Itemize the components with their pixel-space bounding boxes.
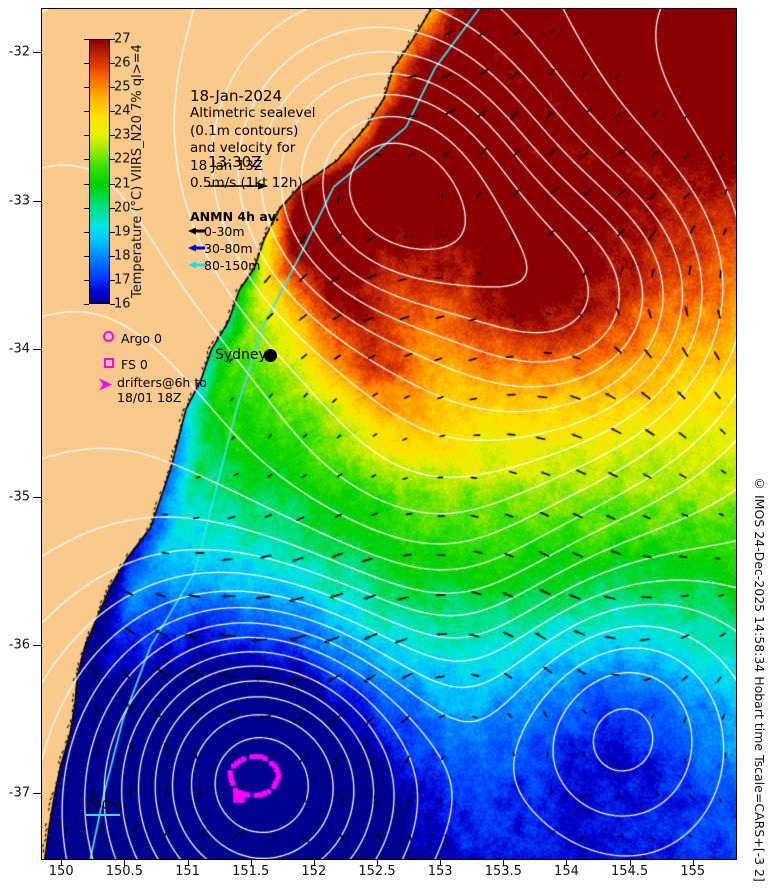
argo-legend-label: Argo 0 bbox=[121, 331, 162, 346]
colorbar-tick-label-23: 23 bbox=[114, 127, 131, 143]
colorbar-tick-27 bbox=[110, 39, 115, 40]
colorbar-tick-left-27 bbox=[84, 39, 89, 40]
y-axis-labels: -32 -33 -34 -35 -36 -37 bbox=[0, 0, 38, 890]
y-axis-tick-1 bbox=[33, 200, 41, 202]
colorbar-tick-left-25 bbox=[84, 87, 89, 89]
annotation-time: 13:30Z bbox=[208, 153, 262, 171]
x-axis-tick-label-1: 150.5 bbox=[105, 864, 143, 879]
isobath-legend-line bbox=[86, 814, 120, 816]
colorbar-tick-24 bbox=[110, 111, 115, 113]
colorbar-tick-left-19 bbox=[84, 231, 89, 233]
x-axis-tick-label-5: 152.5 bbox=[358, 864, 396, 879]
y-axis-tick-label-3: -35 bbox=[8, 489, 30, 505]
colorbar-tick-23 bbox=[110, 135, 115, 137]
colorbar-tick-label-26: 26 bbox=[114, 55, 131, 71]
x-axis-tick-5 bbox=[377, 860, 378, 866]
colorbar-tick-label-25: 25 bbox=[114, 79, 131, 95]
colorbar-tick-label-18: 18 bbox=[114, 248, 131, 264]
x-axis-tick-label-6: 153 bbox=[427, 864, 453, 879]
y-axis-tick-3 bbox=[33, 496, 41, 498]
anmn-arrow-icon-1 bbox=[188, 244, 205, 252]
y-axis-tick-2 bbox=[33, 348, 41, 350]
city-label-sydney: Sydney bbox=[215, 347, 267, 363]
y-axis-tick-label-4: -36 bbox=[8, 637, 30, 653]
colorbar-tick-label-27: 27 bbox=[114, 31, 131, 47]
x-axis-tick-label-2: 151 bbox=[175, 864, 200, 879]
colorbar-tick-left-16 bbox=[84, 304, 89, 305]
colorbar-tick-25 bbox=[110, 87, 115, 89]
colorbar-tick-19 bbox=[110, 231, 115, 233]
y-axis-tick-label-2: -34 bbox=[8, 341, 30, 357]
colorbar-tick-17 bbox=[110, 279, 115, 281]
anmn-arrow-icon-0 bbox=[188, 227, 205, 235]
colorbar-tick-label-17: 17 bbox=[114, 272, 131, 288]
anmn-legend-label-0: 0-30m bbox=[204, 224, 245, 239]
x-axis-tick-label-7: 153.5 bbox=[484, 864, 522, 879]
anmn-legend-label-1: 30-80m bbox=[204, 241, 253, 256]
city-marker-sydney bbox=[264, 349, 277, 362]
colorbar-tick-label-24: 24 bbox=[114, 103, 131, 119]
x-axis-tick-label-4: 152 bbox=[301, 864, 327, 879]
colorbar-tick-label-20: 20 bbox=[114, 200, 131, 216]
credit-text: © IMOS 24-Dec-2025 14:58:34 Hobart time … bbox=[752, 476, 767, 882]
colorbar-tick-left-26 bbox=[84, 63, 89, 65]
colorbar-tick-left-23 bbox=[84, 135, 89, 137]
colorbar-tick-left-21 bbox=[84, 183, 89, 185]
colorbar-tick-left-18 bbox=[84, 255, 89, 257]
y-axis-tick-4 bbox=[33, 645, 41, 647]
x-axis-tick-1 bbox=[124, 860, 126, 866]
x-axis-tick-8 bbox=[566, 860, 568, 866]
x-axis-tick-0 bbox=[61, 860, 63, 866]
sealevel-description: Altimetric sealevel (0.1m contours) and … bbox=[190, 105, 316, 191]
y-axis-tick-5 bbox=[33, 793, 41, 795]
x-axis-tick-label-10: 155 bbox=[680, 864, 706, 879]
anmn-arrow-icon-2 bbox=[188, 261, 205, 269]
colorbar-tick-21 bbox=[110, 183, 115, 185]
temperature-colorbar[interactable] bbox=[89, 39, 110, 304]
anmn-legend-title: ANMN 4h av. bbox=[190, 209, 280, 224]
velocity-scale-arrow-icon bbox=[208, 182, 268, 190]
contour-and-vector-layer bbox=[42, 9, 736, 859]
colorbar-tick-label-21: 21 bbox=[114, 176, 131, 192]
colorbar-tick-20 bbox=[110, 207, 115, 209]
drifters-legend-label-line1: drifters@6h to bbox=[117, 375, 207, 390]
colorbar-tick-26 bbox=[110, 63, 115, 65]
x-axis-tick-label-3: 151.5 bbox=[232, 864, 270, 879]
map-plot-area[interactable]: 18-Jan-2024 13:30Z Altimetric sealevel (… bbox=[41, 8, 737, 860]
x-axis-tick-7 bbox=[503, 860, 505, 866]
colorbar-tick-label-22: 22 bbox=[114, 151, 131, 167]
date-time-annotation: 18-Jan-2024 13:30Z bbox=[190, 41, 282, 217]
annotation-date: 18-Jan-2024 bbox=[190, 87, 283, 105]
x-axis-tick-6 bbox=[440, 860, 442, 866]
colorbar-tick-left-22 bbox=[84, 159, 89, 161]
drifters-legend-label-line2: 18/01 18Z bbox=[117, 390, 182, 405]
argo-float-icon bbox=[103, 331, 114, 342]
colorbar-tick-label-19: 19 bbox=[114, 224, 131, 240]
x-axis-tick-9 bbox=[629, 860, 631, 866]
fs-legend-label: FS 0 bbox=[121, 357, 148, 372]
x-axis-tick-label-8: 154 bbox=[554, 864, 579, 879]
colorbar-tick-16 bbox=[110, 304, 115, 305]
colorbar-tick-18 bbox=[110, 255, 115, 257]
colorbar-tick-left-24 bbox=[84, 111, 89, 113]
y-axis-tick-label-1: -33 bbox=[8, 193, 30, 209]
y-axis-tick-label-5: -37 bbox=[8, 785, 30, 801]
y-axis-tick-label-0: -32 bbox=[8, 44, 30, 60]
x-axis-tick-label-0: 150 bbox=[48, 864, 74, 879]
anmn-legend-label-2: 80-150m bbox=[204, 258, 261, 273]
colorbar-tick-22 bbox=[110, 159, 115, 161]
x-axis-tick-4 bbox=[313, 860, 315, 866]
x-axis-tick-3 bbox=[250, 860, 252, 866]
x-axis-tick-label-9: 154.5 bbox=[611, 864, 649, 879]
colorbar-tick-left-17 bbox=[84, 279, 89, 281]
x-axis-tick-10 bbox=[692, 860, 694, 866]
y-axis-tick-0 bbox=[33, 52, 41, 54]
drifter-arrow-icon bbox=[99, 378, 112, 391]
isobath-label-200m: 200m bbox=[86, 797, 123, 812]
colorbar-tick-left-20 bbox=[84, 207, 89, 209]
colorbar-tick-label-16: 16 bbox=[114, 296, 131, 312]
colorbar-title: Temperature (°C) VIIRS_N20 7% ql>=4 bbox=[130, 44, 145, 299]
fs-station-icon bbox=[104, 358, 114, 368]
x-axis-tick-2 bbox=[187, 860, 189, 866]
